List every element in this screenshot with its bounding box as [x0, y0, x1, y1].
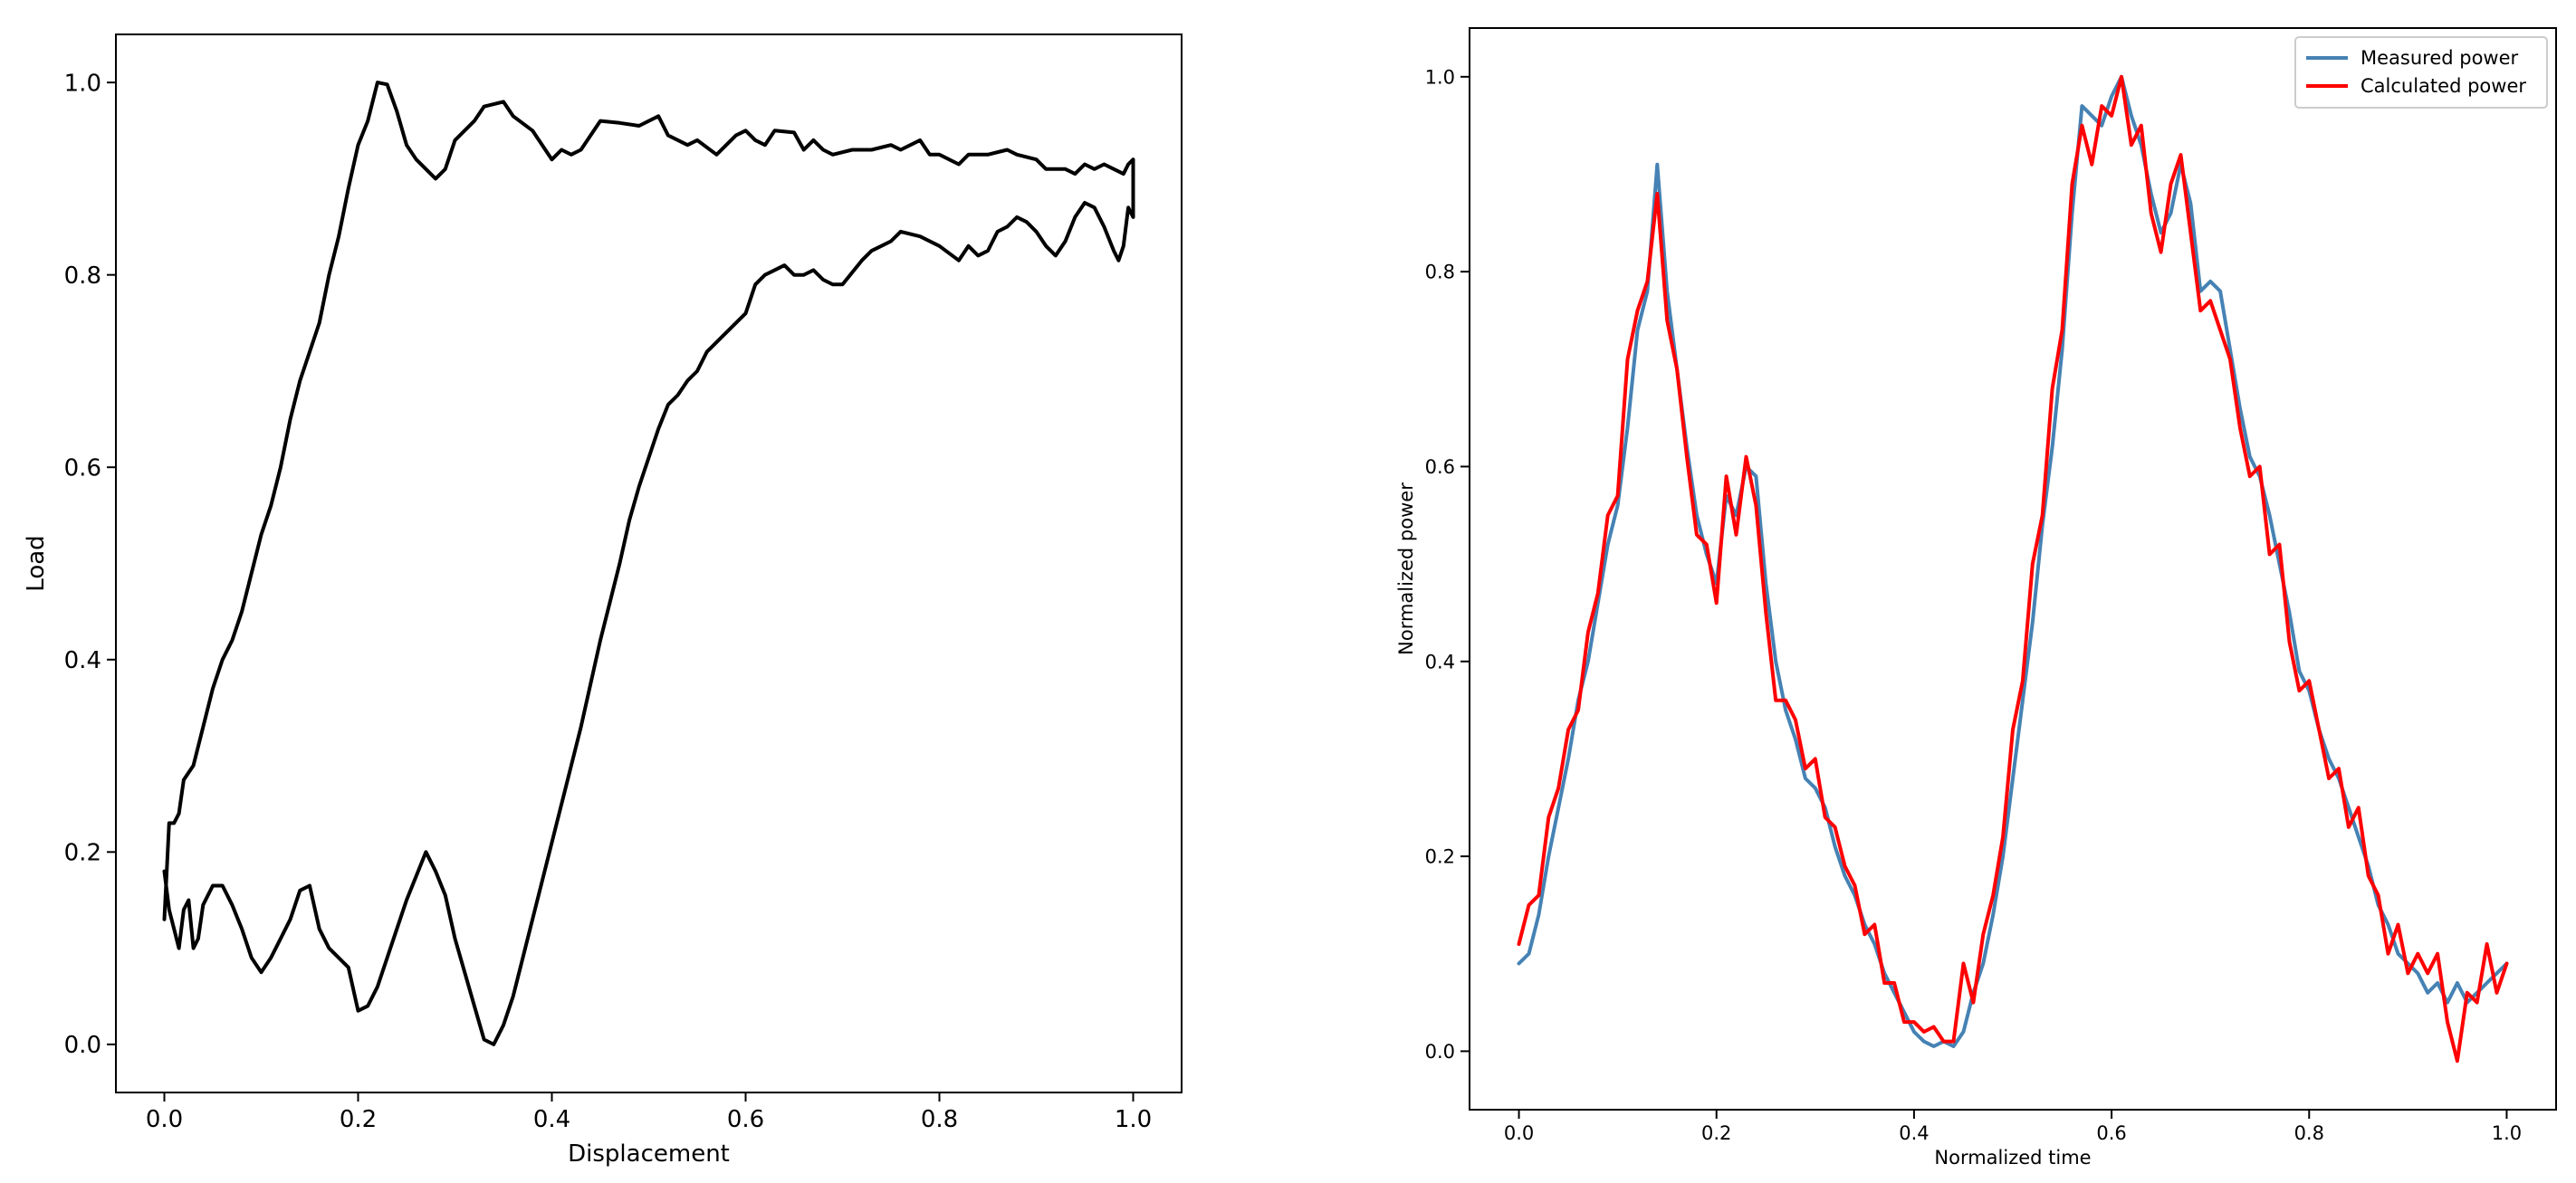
x-tick-label: 0.0 — [1504, 1122, 1534, 1144]
y-tick-label: 0.6 — [1425, 456, 1455, 478]
power-time-panel: 0.0 0.2 0.4 0.6 0.8 1.0 0.0 0.2 0.4 0.6 0.8 1.0 Norm… — [1395, 27, 2557, 1169]
x-tick-label: 0.8 — [2294, 1122, 2324, 1144]
y-tick-label: 0.4 — [1425, 651, 1455, 673]
x-tick-label: 0.6 — [2096, 1122, 2126, 1144]
series-line-calculated-power — [1517, 74, 2509, 1064]
axes-frame — [1469, 27, 2557, 1111]
y-tick-label: 0.4 — [64, 647, 101, 674]
y-tick-label: 0.2 — [64, 840, 101, 867]
legend-box — [2294, 36, 2548, 109]
x-tick-label: 1.0 — [2492, 1122, 2522, 1144]
x-tick-label: 0.8 — [921, 1106, 958, 1133]
x-tick-label: 1.0 — [1115, 1106, 1152, 1133]
legend-entry-label: Measured power — [2361, 47, 2519, 69]
x-tick-label: 0.2 — [340, 1106, 377, 1133]
series-line-0 — [162, 81, 1135, 1046]
x-tick-label: 0.4 — [533, 1106, 570, 1133]
x-tick-label: 0.4 — [1899, 1122, 1929, 1144]
y-axis-label: Normalized power — [1395, 482, 1417, 655]
y-tick-label: 0.0 — [1425, 1041, 1455, 1063]
x-tick-label: 0.6 — [727, 1106, 764, 1133]
axes-frame — [115, 33, 1183, 1093]
x-tick-label: 0.0 — [146, 1106, 183, 1133]
y-tick-label: 0.6 — [64, 455, 101, 482]
y-tick-label: 0.8 — [64, 262, 101, 290]
y-axis-label: Load — [23, 535, 50, 591]
x-axis-label: Normalized time — [1934, 1147, 2091, 1169]
series-line-measured-power — [1517, 74, 2509, 1048]
x-axis-label: Displacement — [568, 1140, 730, 1168]
y-tick-label: 1.0 — [64, 70, 101, 97]
y-tick-label: 1.0 — [1425, 66, 1455, 88]
load-displacement-panel: 0.0 0.2 0.4 0.6 0.8 1.0 0.0 0.2 0.4 0.6 0.8 1.0 Disp… — [23, 33, 1183, 1168]
y-tick-label: 0.8 — [1425, 262, 1455, 283]
legend-entry-label: Calculated power — [2361, 75, 2526, 97]
y-tick-label: 0.0 — [64, 1032, 101, 1059]
y-tick-label: 0.2 — [1425, 846, 1455, 868]
x-tick-label: 0.2 — [1701, 1122, 1731, 1144]
